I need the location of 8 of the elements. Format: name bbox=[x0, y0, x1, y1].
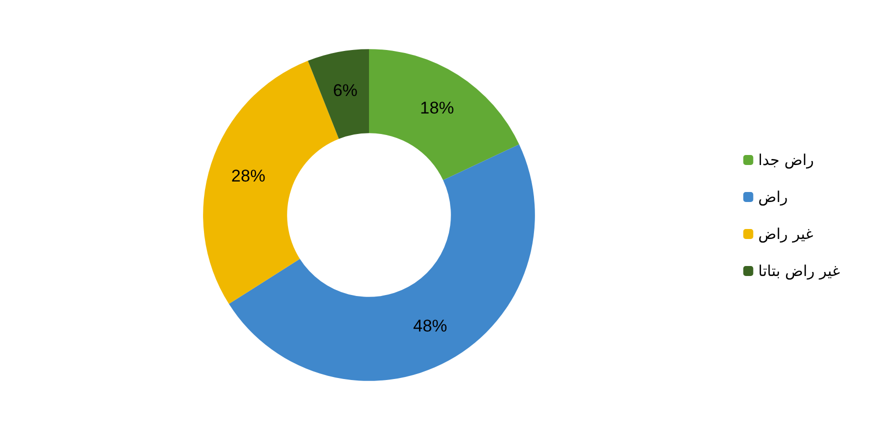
data-label: 18% bbox=[420, 98, 454, 118]
data-label: 28% bbox=[231, 166, 266, 186]
legend-label: غير راض بتاتا bbox=[758, 262, 840, 280]
data-label: 48% bbox=[413, 316, 448, 336]
legend-label: غير راض bbox=[758, 225, 814, 243]
data-label: 6% bbox=[332, 80, 358, 100]
legend-label: راض bbox=[758, 188, 788, 206]
legend-label: راض جدا bbox=[758, 151, 814, 169]
